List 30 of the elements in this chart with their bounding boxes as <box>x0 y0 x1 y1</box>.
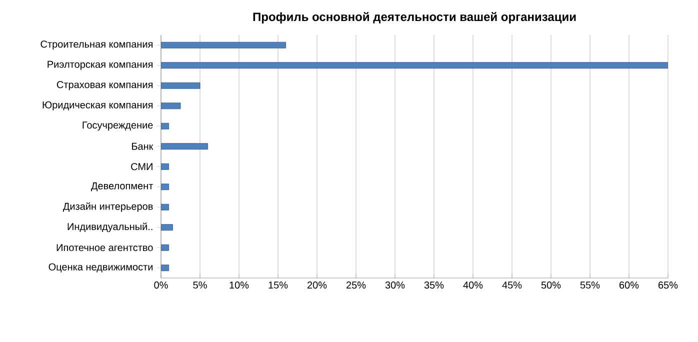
bar <box>161 62 668 69</box>
y-tick-label: Строительная компания <box>40 40 153 50</box>
y-tick-label: Оценка недвижимости <box>48 263 153 272</box>
x-tick-label: 30% <box>385 282 405 289</box>
x-tick-label: 35% <box>424 282 444 289</box>
x-tick-label: 25% <box>346 282 366 289</box>
y-tick-label: Юридическая компания <box>42 101 153 110</box>
x-tick-label: 60% <box>619 282 639 289</box>
y-tick-label: Ипотечное агентство <box>56 244 153 252</box>
chart-title: Профиль основной деятельности вашей организации <box>253 12 576 24</box>
x-tick-label: 45% <box>502 282 522 289</box>
x-tick-label: 55% <box>580 282 600 289</box>
x-tick-label: 10% <box>230 282 249 289</box>
x-tick-label: 40% <box>463 282 483 289</box>
x-tick-label: 65% <box>658 282 678 289</box>
y-tick-label: Госучреждение <box>82 122 153 131</box>
y-tick-label: Индивидуальный.. <box>68 222 152 232</box>
x-tick-label: 0% <box>154 282 168 289</box>
y-tick-label: Банк <box>132 142 154 150</box>
x-tick-label: 20% <box>308 282 327 289</box>
y-tick-label: Дизайн интерьеров <box>62 202 153 212</box>
bar <box>161 143 208 150</box>
y-tick-label: Риэлторская компания <box>48 60 153 70</box>
x-tick-label: 5% <box>193 282 207 289</box>
y-tick-label: Страховая компания <box>56 81 153 90</box>
bar <box>161 42 286 48</box>
x-tick-label: 15% <box>268 282 288 289</box>
y-tick-label: СМИ <box>131 163 152 170</box>
x-tick-label: 50% <box>541 282 561 289</box>
y-tick-label: Девелопмент <box>91 182 154 192</box>
